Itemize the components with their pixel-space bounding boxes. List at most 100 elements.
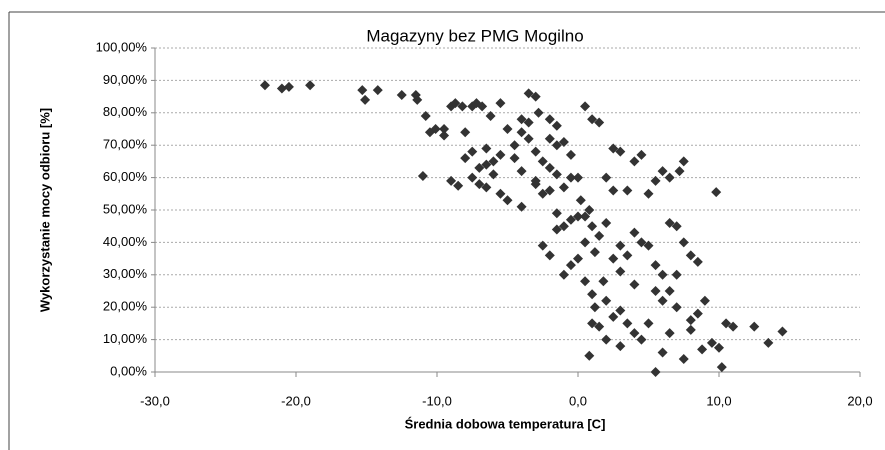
point <box>692 256 703 267</box>
point <box>565 172 576 183</box>
point <box>608 311 619 322</box>
y-tick-label: 50,00% <box>103 201 148 216</box>
point <box>601 217 612 228</box>
point <box>537 156 548 167</box>
point <box>481 159 492 170</box>
point <box>629 328 640 339</box>
y-tick-label: 30,00% <box>103 266 148 281</box>
point <box>749 321 760 332</box>
point <box>664 217 675 228</box>
point <box>622 250 633 261</box>
point <box>601 172 612 183</box>
point <box>685 250 696 261</box>
point <box>450 98 461 109</box>
point <box>439 124 450 134</box>
point <box>615 146 626 157</box>
point <box>763 337 774 348</box>
point <box>460 127 471 138</box>
point <box>575 195 586 206</box>
point <box>530 175 541 186</box>
point <box>721 318 732 329</box>
point <box>544 114 555 125</box>
point <box>598 276 609 287</box>
x-tick-label: 0,0 <box>569 393 587 408</box>
point <box>615 341 626 352</box>
point <box>580 211 591 222</box>
point <box>474 179 485 190</box>
point <box>728 321 739 332</box>
point <box>615 266 626 277</box>
y-axis-label: Wykorzystanie mocy odbioru [%] <box>37 108 52 312</box>
point <box>544 185 555 196</box>
point <box>657 166 668 177</box>
point <box>650 367 661 377</box>
point <box>453 180 464 191</box>
point <box>481 143 492 154</box>
point <box>643 240 654 251</box>
point <box>495 188 506 199</box>
point <box>657 295 668 306</box>
point <box>685 315 696 326</box>
point <box>664 328 675 339</box>
y-tick-label: 70,00% <box>103 137 148 152</box>
point <box>587 114 598 125</box>
point <box>580 276 591 287</box>
point <box>474 162 485 173</box>
point <box>509 140 520 151</box>
point <box>608 143 619 154</box>
point <box>657 269 668 280</box>
point <box>457 101 468 112</box>
point <box>412 94 423 105</box>
point <box>558 269 569 280</box>
point <box>460 153 471 164</box>
point <box>636 149 647 160</box>
point <box>488 156 499 167</box>
point <box>481 182 492 193</box>
point <box>420 111 431 122</box>
point <box>671 221 682 232</box>
point <box>446 175 457 186</box>
x-tick-label: -10,0 <box>422 393 452 408</box>
point <box>495 149 506 160</box>
point <box>589 302 600 313</box>
point <box>697 344 708 355</box>
point <box>650 175 661 186</box>
point <box>276 83 287 94</box>
point <box>601 334 612 345</box>
point <box>664 286 675 296</box>
point <box>629 279 640 290</box>
point <box>305 80 316 91</box>
point <box>580 101 591 112</box>
point <box>678 156 689 167</box>
point <box>716 362 727 373</box>
y-tick-label: 100,00% <box>96 39 148 54</box>
x-tick-label: -20,0 <box>281 393 311 408</box>
point <box>488 169 499 180</box>
point <box>417 170 428 181</box>
point <box>530 91 541 102</box>
x-tick-label: -30,0 <box>140 393 170 408</box>
point <box>678 237 689 248</box>
point <box>259 80 270 91</box>
point <box>516 201 527 212</box>
point <box>594 117 605 128</box>
point <box>629 156 640 167</box>
point <box>714 342 724 353</box>
point <box>589 247 600 258</box>
point <box>608 253 619 264</box>
point <box>544 162 555 173</box>
point <box>622 318 633 329</box>
point <box>678 354 689 365</box>
point <box>629 227 640 238</box>
point <box>650 260 661 271</box>
point <box>544 133 555 144</box>
point <box>530 146 541 157</box>
point <box>551 120 562 131</box>
point <box>565 214 576 225</box>
y-tick-label: 0,00% <box>110 363 147 378</box>
point <box>608 185 619 196</box>
x-tick-label: 20,0 <box>847 393 872 408</box>
point <box>551 140 562 151</box>
point <box>674 166 685 177</box>
